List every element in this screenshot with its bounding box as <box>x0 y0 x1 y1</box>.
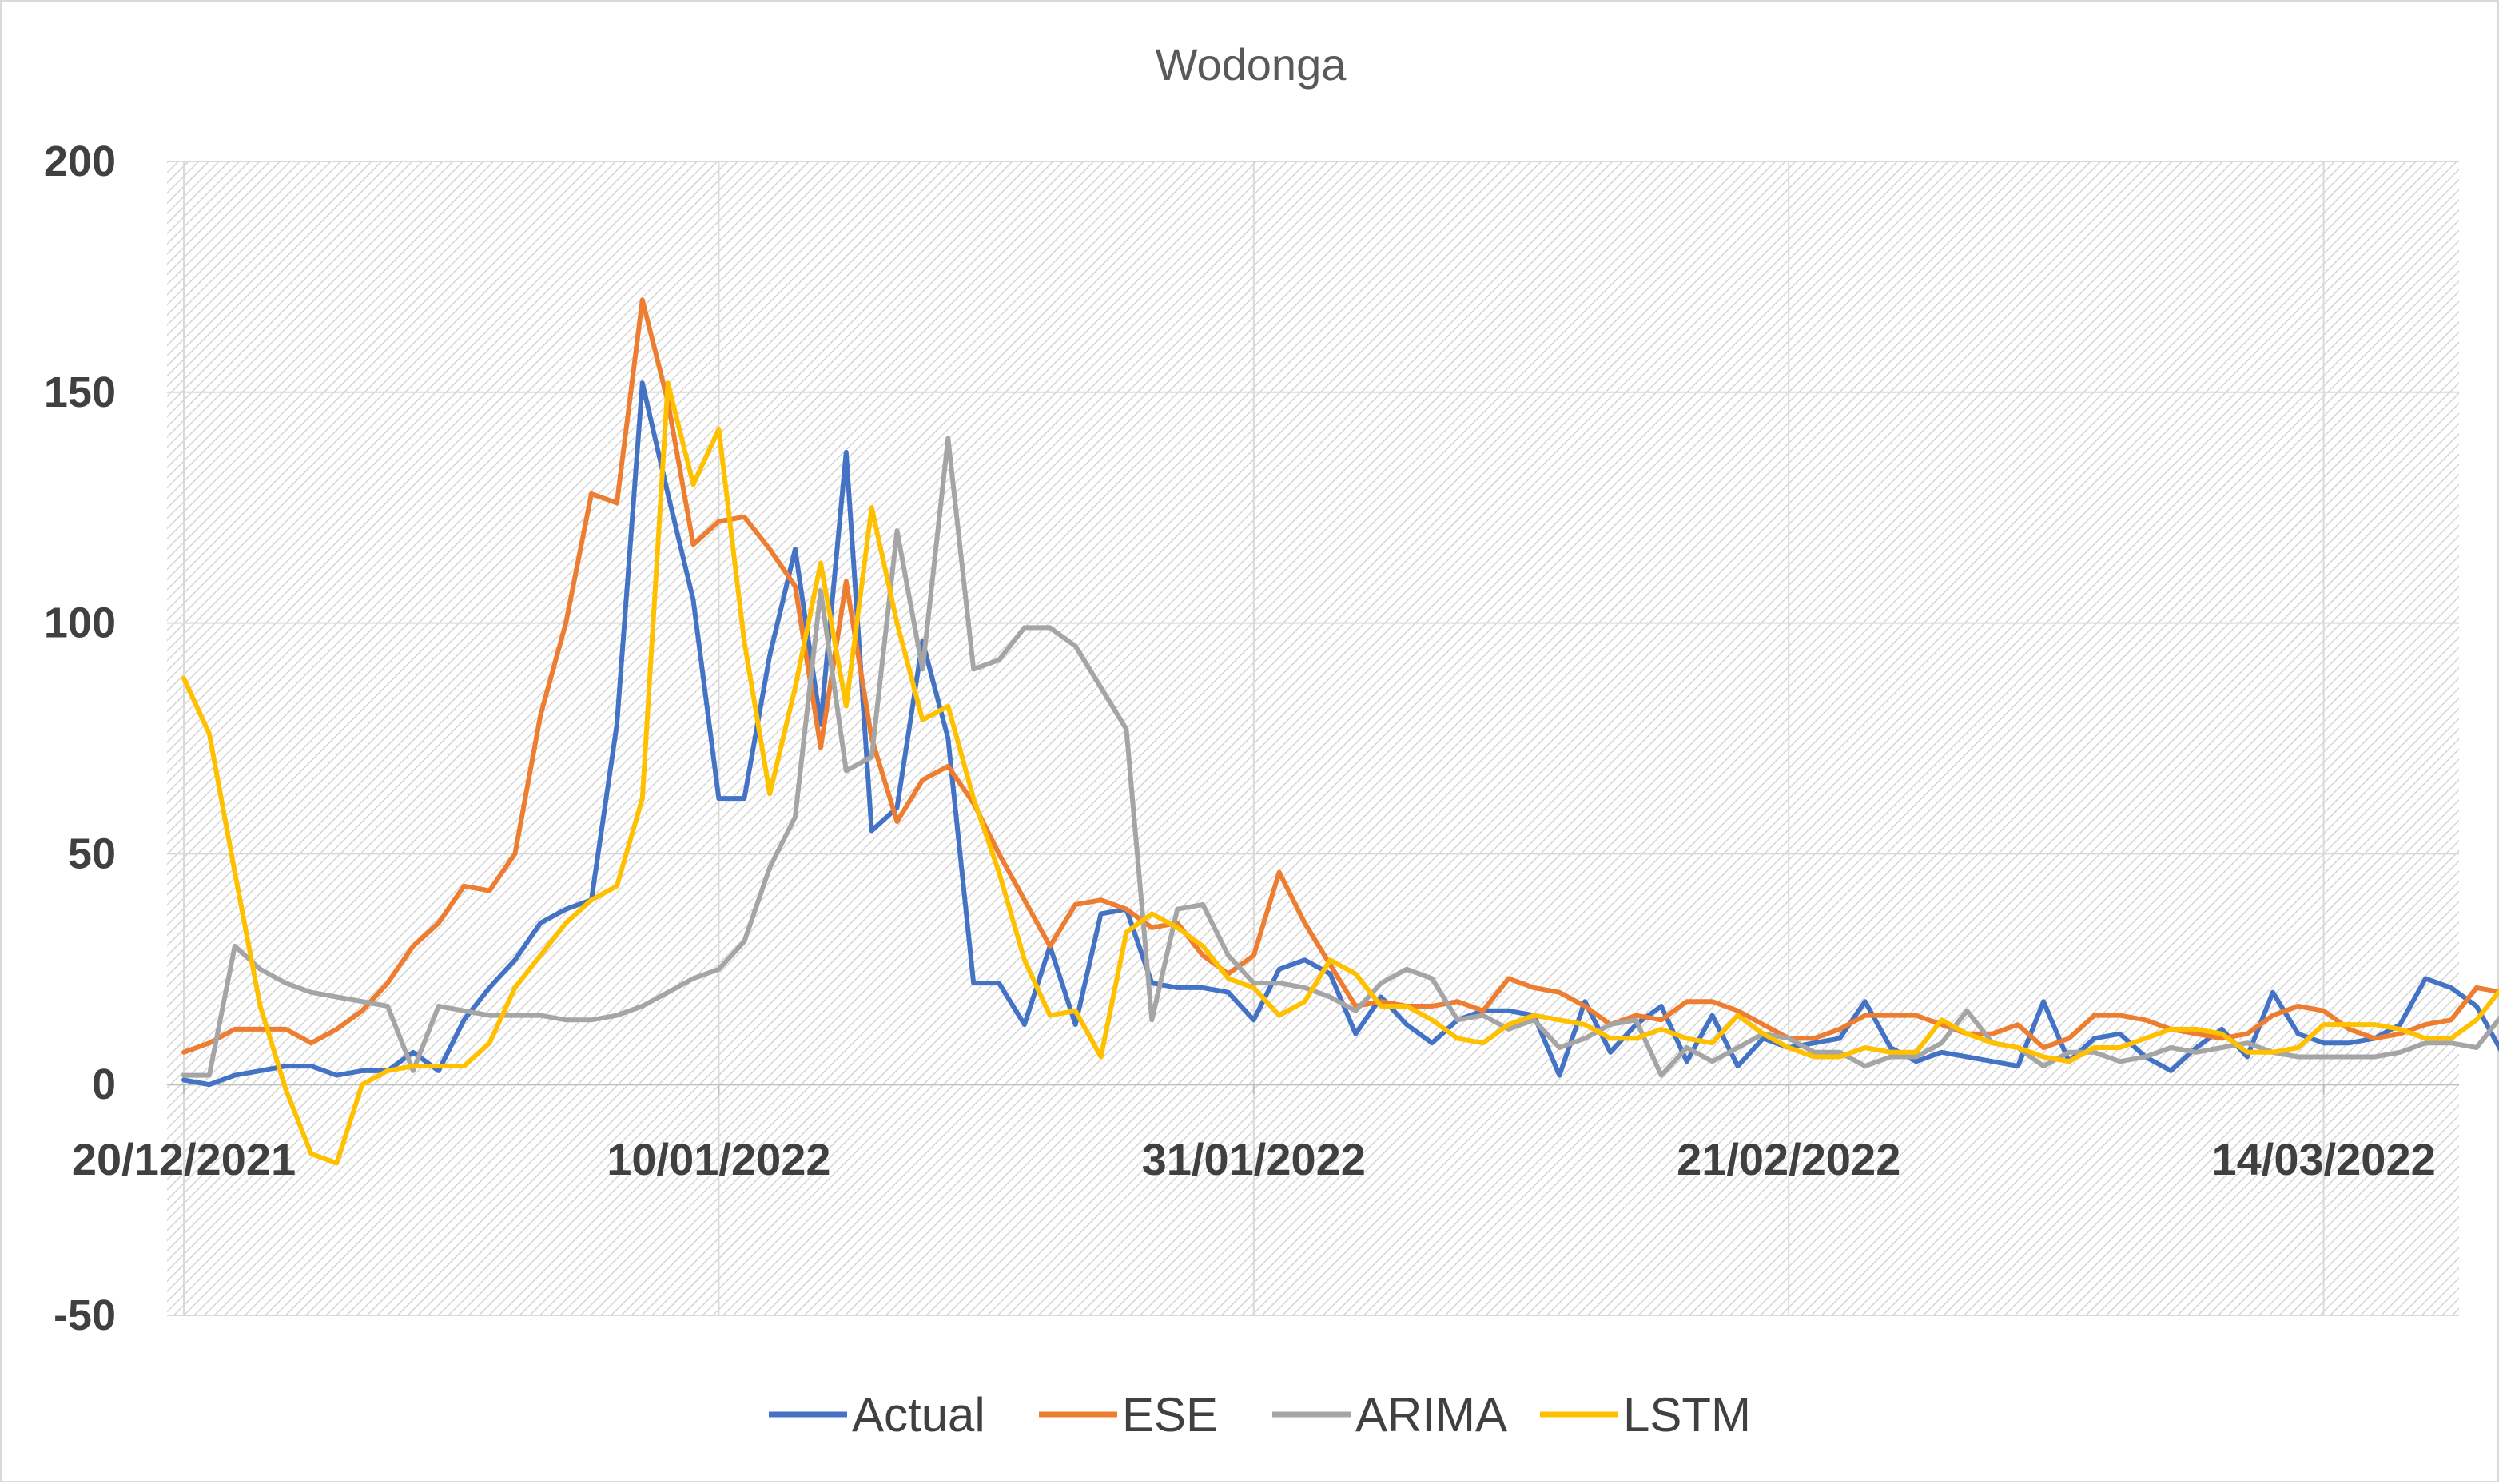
series-line-lstm <box>181 380 2499 1166</box>
gridlines <box>167 161 2459 1316</box>
y-tick-label: 150 <box>44 368 116 416</box>
plot-area <box>167 161 2459 1315</box>
y-tick-label: 200 <box>44 137 116 185</box>
x-tick-label: 14/03/2022 <box>2211 1134 2435 1184</box>
legend-label-arima: ARIMA <box>1355 1388 1507 1442</box>
series-line-ese <box>181 297 2499 1055</box>
y-tick-label: 100 <box>44 599 116 647</box>
legend-label-lstm: LSTM <box>1623 1388 1751 1442</box>
legend: Actual ESE ARIMA LSTM <box>769 1388 1751 1442</box>
legend-label-actual: Actual <box>852 1388 985 1442</box>
x-tick-label: 21/02/2022 <box>1677 1134 1900 1184</box>
y-tick-label: 50 <box>68 830 116 877</box>
chart-title: Wodonga <box>1156 39 1347 90</box>
y-tick-label: -50 <box>54 1291 116 1339</box>
x-tick-label: 31/01/2022 <box>1142 1134 1366 1184</box>
x-tick-label: 20/12/2021 <box>72 1134 296 1184</box>
x-axis: 20/12/2021 10/01/2022 31/01/2022 21/02/2022… <box>72 1084 2459 1184</box>
legend-label-ese: ESE <box>1122 1388 1218 1442</box>
y-axis: 200 150 100 50 0 -50 <box>44 137 116 1339</box>
x-tick-label: 10/01/2022 <box>607 1134 830 1184</box>
series-line-arima <box>181 436 2499 1078</box>
y-tick-label: 0 <box>92 1060 116 1108</box>
series-lines <box>181 297 2499 1166</box>
